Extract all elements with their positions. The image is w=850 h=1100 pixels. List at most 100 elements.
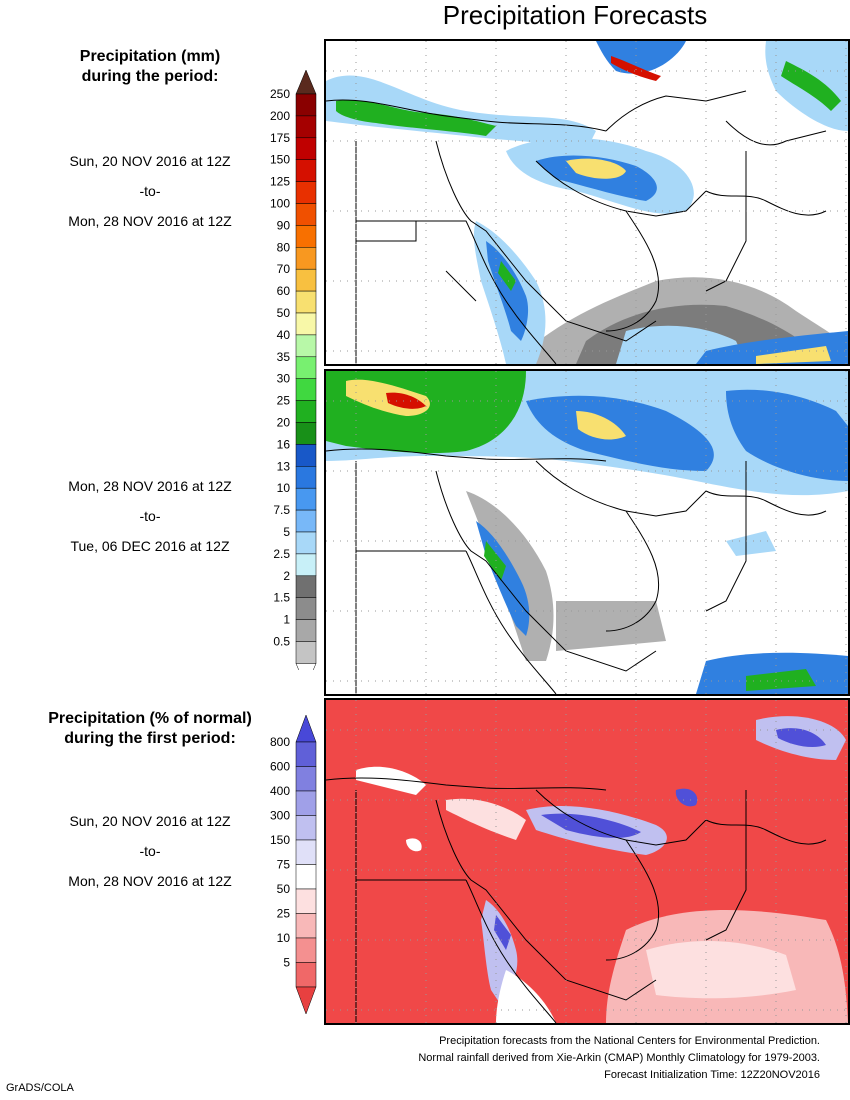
period3-from: Sun, 20 NOV 2016 at 12Z: [69, 813, 231, 829]
pct-colorbar: 800 600 400 300 150 75 50 25 10 5: [260, 715, 330, 1015]
pct-legend-header: Precipitation (% of normal) during the f…: [30, 709, 270, 749]
mm-colorbar-bin: [295, 619, 317, 642]
pct-colorbar-bin: [295, 766, 317, 792]
period3-sep: -to-: [139, 843, 161, 859]
mm-colorbar-bin: [295, 400, 317, 423]
forecast-map-period1: [324, 39, 850, 366]
period1-sep: -to-: [139, 183, 161, 199]
mm-colorbar-bin: [295, 334, 317, 358]
mm-colorbar-tick-label: 13: [277, 459, 291, 473]
pct-colorbar-bin: [295, 839, 317, 865]
mm-colorbar-tick-label: 50: [277, 306, 291, 320]
period2-to: Tue, 06 DEC 2016 at 12Z: [70, 538, 230, 554]
mm-colorbar-bin: [295, 509, 317, 533]
mm-colorbar-tick-label: 1.5: [273, 591, 290, 605]
pct-colorbar-tick-label: 25: [277, 907, 291, 921]
mm-colorbar: 250 200 175 150 125 100 90 80 70 60 50 40 35 30 25 20 16…: [260, 70, 330, 670]
pct-colorbar-tick-label: 400: [270, 784, 290, 798]
percent-normal-map: [324, 698, 850, 1025]
mm-colorbar-tick-label: 7.5: [273, 503, 290, 517]
mm-colorbar-bin: [295, 225, 317, 248]
pct-colorbar-tick-label: 10: [277, 931, 291, 945]
pct-colorbar-graphic: 800 600 400 300 150 75 50 25 10 5: [270, 715, 317, 1015]
footer-notes: Precipitation forecasts from the Nationa…: [418, 1033, 820, 1084]
mm-colorbar-tick-label: 125: [270, 175, 290, 189]
map-percent-graphic: [325, 700, 848, 1024]
mm-colorbar-tick-label: 70: [277, 262, 291, 276]
mm-colorbar-bin: [295, 422, 317, 445]
mm-colorbar-bin: [295, 531, 317, 555]
pct-colorbar-bin: [295, 741, 317, 767]
mm-colorbar-tick-label: 2: [283, 569, 290, 583]
mm-legend-header: Precipitation (mm) during the period:: [40, 47, 260, 87]
period3-to: Mon, 28 NOV 2016 at 12Z: [68, 873, 232, 889]
mm-colorbar-bottom-arrow: [295, 663, 317, 670]
mm-colorbar-bin: [295, 181, 317, 204]
period1-to: Mon, 28 NOV 2016 at 12Z: [68, 213, 232, 229]
mm-colorbar-tick-label: 80: [277, 240, 291, 254]
period2-from: Mon, 28 NOV 2016 at 12Z: [68, 478, 232, 494]
chart-title: Precipitation Forecasts: [442, 0, 708, 30]
mm-colorbar-bin: [295, 203, 317, 226]
footer-line3: Forecast Initialization Time: 12Z20NOV20…: [604, 1069, 820, 1081]
mm-colorbar-bin: [295, 487, 317, 511]
mm-colorbar-top-arrow: [295, 70, 317, 95]
mm-colorbar-tick-label: 250: [270, 87, 290, 101]
mm-colorbar-bin: [295, 115, 317, 139]
mm-colorbar-bin: [295, 597, 317, 620]
mm-colorbar-tick-label: 40: [277, 328, 291, 342]
pct-colorbar-tick-label: 300: [270, 809, 290, 823]
mm-colorbar-tick-label: 20: [277, 416, 291, 430]
mm-colorbar-bin: [295, 247, 317, 270]
period1-from: Sun, 20 NOV 2016 at 12Z: [69, 153, 231, 169]
mm-colorbar-tick-label: 200: [270, 109, 290, 123]
mm-colorbar-tick-label: 5: [283, 525, 290, 539]
mm-colorbar-tick-label: 25: [277, 394, 291, 408]
mm-colorbar-tick-label: 90: [277, 218, 291, 232]
pct-colorbar-tick-label: 150: [270, 833, 290, 847]
mm-colorbar-bin: [295, 159, 317, 182]
mm-colorbar-tick-label: 100: [270, 197, 290, 211]
mm-colorbar-bin: [295, 93, 317, 117]
mm-colorbar-tick-label: 175: [270, 131, 290, 145]
map-period1-graphic: [325, 41, 848, 365]
pct-colorbar-tick-label: 5: [283, 956, 290, 970]
pct-colorbar-tick-label: 75: [277, 858, 291, 872]
mm-colorbar-bin: [295, 553, 317, 577]
footer-line2: Normal rainfall derived from Xie-Arkin (…: [418, 1052, 820, 1064]
mm-colorbar-tick-label: 60: [277, 284, 291, 298]
footer-line1: Precipitation forecasts from the Nationa…: [439, 1035, 820, 1047]
mm-colorbar-bin: [295, 312, 317, 336]
mm-colorbar-bin: [295, 356, 317, 379]
mm-colorbar-tick-label: 2.5: [273, 547, 290, 561]
mm-colorbar-tick-label: 35: [277, 350, 291, 364]
pct-colorbar-bin: [295, 864, 317, 890]
pct-header-line1: Precipitation (% of normal): [48, 710, 252, 727]
pct-header-line2: during the first period:: [64, 730, 236, 747]
mm-colorbar-bin: [295, 641, 317, 664]
mm-colorbar-bin: [295, 290, 317, 314]
credit-label: GrADS/COLA: [6, 1082, 74, 1094]
mm-colorbar-tick-label: 0.5: [273, 635, 290, 649]
mm-colorbar-bin: [295, 137, 317, 160]
pct-colorbar-bin: [295, 913, 317, 939]
graticule: [326, 371, 848, 694]
map-period2-graphic: [325, 371, 848, 695]
pct-colorbar-bin: [295, 815, 317, 841]
period2-sep: -to-: [139, 508, 161, 524]
mm-colorbar-bin: [295, 444, 317, 467]
graticule: [326, 41, 848, 364]
mm-header-line2: during the period:: [81, 68, 219, 85]
mm-colorbar-tick-label: 16: [277, 437, 291, 451]
mm-colorbar-tick-label: 1: [283, 613, 290, 627]
forecast-map-period2: [324, 369, 850, 696]
mm-colorbar-tick-label: 30: [277, 372, 291, 386]
pct-colorbar-tick-label: 800: [270, 735, 290, 749]
pct-colorbar-bin: [295, 962, 317, 988]
pct-colorbar-bin: [295, 888, 317, 914]
mm-colorbar-bin: [295, 575, 317, 598]
pct-colorbar-tick-label: 600: [270, 760, 290, 774]
pct-colorbar-bin: [295, 790, 317, 816]
mm-colorbar-graphic: 2502001751501251009080706050403530252016…: [270, 70, 317, 670]
mm-colorbar-bin: [295, 378, 317, 401]
